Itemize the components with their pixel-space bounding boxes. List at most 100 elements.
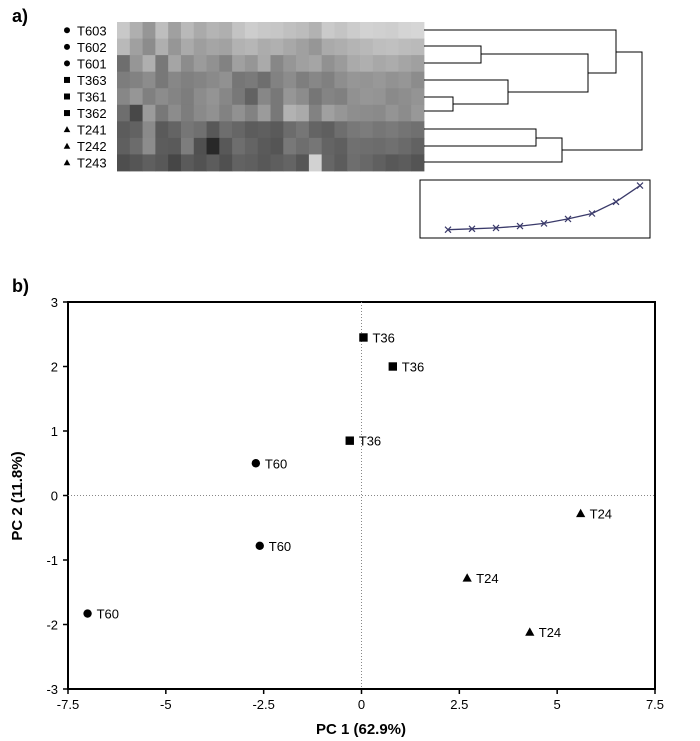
triangle-marker-T242 <box>63 142 71 149</box>
heatmap-cell <box>193 22 207 39</box>
square-marker-T362 <box>64 110 70 117</box>
inset-profile-frame <box>419 179 651 239</box>
x-axis-title: PC 1 (62.9%) <box>316 721 406 738</box>
x-tick-label: 0 <box>358 697 365 712</box>
point-label: T24 <box>590 507 612 522</box>
heatmap-cell <box>219 137 233 155</box>
heatmap-cell <box>155 104 169 122</box>
heatmap-cell <box>206 121 220 139</box>
heatmap-cell <box>385 154 399 172</box>
y-tick-label: 2 <box>51 360 58 375</box>
heatmap-cell <box>283 121 297 139</box>
heatmap-cell <box>180 137 195 155</box>
square-point <box>359 333 368 342</box>
heatmap-cell <box>257 137 271 155</box>
heatmap-cell <box>168 137 182 155</box>
heatmap-cell <box>129 22 143 39</box>
inset-profile-point <box>540 219 548 227</box>
heatmap-cell <box>193 121 207 139</box>
heatmap-cell <box>321 137 335 155</box>
heatmap-cell <box>270 22 284 39</box>
heatmap-cell <box>321 154 335 172</box>
heatmap-cell <box>321 55 335 73</box>
heatmap-cell <box>168 154 182 172</box>
heatmap-cell <box>219 71 233 89</box>
heatmap-cell <box>296 55 310 73</box>
heatmap-cell <box>257 38 271 56</box>
heatmap-cell <box>296 121 310 139</box>
circle-point <box>255 541 264 551</box>
heatmap-cell <box>347 55 361 73</box>
heatmap-cell <box>347 121 361 139</box>
heatmap-cell <box>385 88 399 106</box>
heatmap-cell <box>244 22 259 39</box>
heatmap-cell <box>411 55 425 73</box>
heatmap-cell <box>244 104 259 122</box>
square-marker-T361 <box>64 93 70 100</box>
heatmap-cell <box>270 137 284 155</box>
heatmap-cell <box>283 38 297 56</box>
heatmap-cell <box>347 88 361 106</box>
circle-marker-T603 <box>64 27 70 34</box>
dendro-branch-t361-t362 <box>424 96 454 112</box>
square-marker-T363 <box>64 76 70 83</box>
heatmap-cell <box>360 121 374 139</box>
heatmap-cell <box>360 38 374 56</box>
heatmap-cell <box>411 137 425 155</box>
heatmap-cell <box>155 154 169 172</box>
heatmap-cell <box>129 137 143 155</box>
heatmap-cell <box>244 71 259 89</box>
heatmap-cell <box>117 137 131 155</box>
heatmap-cell <box>257 104 271 122</box>
heatmap-cell <box>219 22 233 39</box>
heatmap-cell <box>360 22 374 39</box>
heatmap-cell <box>296 104 310 122</box>
heatmap-cell <box>155 55 169 73</box>
heatmap-cell <box>308 71 323 89</box>
heatmap-cell <box>219 88 233 106</box>
point-label: T60 <box>97 607 119 622</box>
heatmap-cell <box>398 71 412 89</box>
heatmap-cell <box>385 22 399 39</box>
heatmap-cell <box>129 154 143 172</box>
heatmap-cell <box>385 104 399 122</box>
heatmap-cell <box>308 38 323 56</box>
heatmap-cell <box>283 55 297 73</box>
heatmap-cell <box>385 55 399 73</box>
heatmap-cell <box>372 71 387 89</box>
point-label: T24 <box>539 625 561 640</box>
heatmap-cell <box>270 71 284 89</box>
heatmap-cell <box>411 38 425 56</box>
heatmap-cell <box>219 104 233 122</box>
heatmap-cell <box>129 38 143 56</box>
heatmap-cell <box>347 22 361 39</box>
heatmap-cell <box>142 55 156 73</box>
dendro-branch-t363-group <box>424 79 509 105</box>
heatmap-cell <box>244 38 259 56</box>
y-tick-label: 1 <box>51 424 58 439</box>
heatmap-cell <box>347 71 361 89</box>
heatmap-cell <box>193 154 207 172</box>
heatmap-cell <box>411 88 425 106</box>
sample-label-T243: T243 <box>77 156 107 171</box>
heatmap-cell <box>398 137 412 155</box>
heatmap-cell <box>168 71 182 89</box>
y-tick-label: -1 <box>46 553 58 568</box>
inset-profile-point <box>468 225 476 233</box>
heatmap-cell <box>219 55 233 73</box>
circle-point <box>251 459 261 468</box>
sample-label-T362: T362 <box>77 106 107 121</box>
heatmap-cell <box>372 38 387 56</box>
heatmap-cell <box>398 88 412 106</box>
heatmap-cell <box>308 154 323 172</box>
heatmap-cell <box>296 88 310 106</box>
triangle-point <box>576 508 586 518</box>
inset-profile-point <box>492 224 500 232</box>
heatmap-cell <box>372 22 387 39</box>
dendro-branch-t603-join <box>424 29 617 74</box>
heatmap-cell <box>296 38 310 56</box>
heatmap-cell <box>334 154 348 172</box>
point-label: T36 <box>359 434 381 449</box>
heatmap-cell <box>321 88 335 106</box>
